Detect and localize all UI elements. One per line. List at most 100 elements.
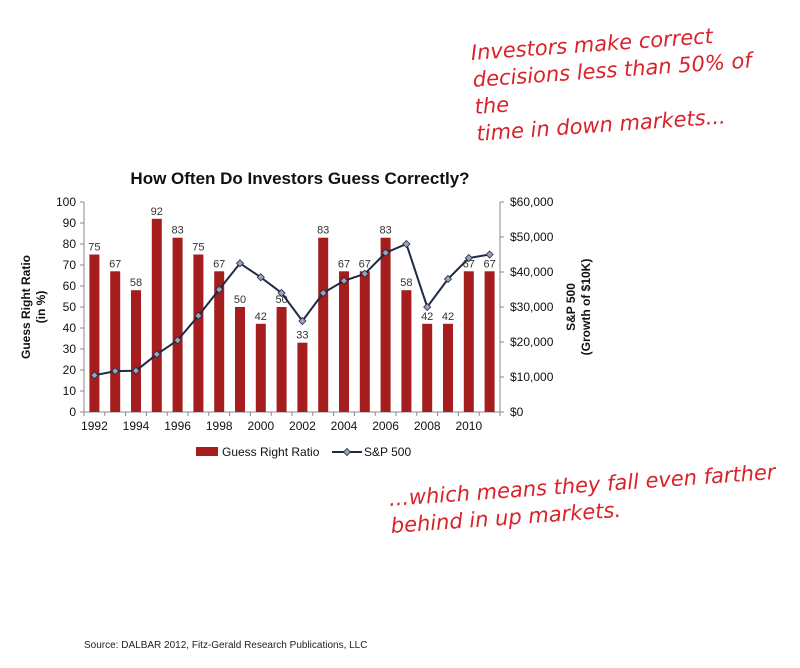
sp500-point	[339, 276, 349, 285]
y2-tick-label: $20,000	[510, 335, 554, 349]
chart: How Often Do Investors Guess Correctly? …	[19, 169, 593, 459]
bar-series	[89, 218, 495, 412]
sp500-point	[402, 239, 411, 249]
bar-value-label: 58	[130, 277, 142, 289]
y2-tick-label: $30,000	[510, 300, 554, 314]
bar-value-label: 58	[400, 277, 412, 289]
bar	[131, 290, 141, 412]
sp500-line	[94, 242, 490, 377]
bar-value-label: 33	[296, 330, 308, 342]
bar	[235, 307, 245, 412]
sp500-point	[131, 366, 141, 375]
bar	[359, 271, 370, 412]
y-axis-title-line: Guess Right Ratio	[19, 255, 33, 359]
y-tick-label: 100	[56, 195, 76, 209]
bar-value-label: 50	[234, 294, 246, 306]
bar	[484, 271, 495, 412]
y-axis-title: Guess Right Ratio (in %)	[19, 255, 48, 359]
bar-value-label: 67	[359, 258, 371, 270]
bar	[401, 290, 412, 412]
bar	[172, 237, 183, 412]
bar-value-label: 67	[338, 258, 350, 270]
sp500-point	[256, 273, 265, 282]
bar	[318, 237, 329, 412]
sp500-point	[194, 311, 203, 320]
legend: Guess Right Ratio S&P 500	[196, 445, 411, 459]
legend-swatch-bar	[196, 447, 218, 456]
bar-value-label: 83	[171, 225, 183, 237]
sp500-point	[319, 288, 328, 298]
bar	[276, 307, 287, 412]
bar-value-label: 83	[317, 225, 329, 237]
x-tick-label: 2004	[331, 419, 358, 433]
legend-label-line: S&P 500	[364, 445, 411, 459]
legend-swatch-marker	[342, 447, 352, 457]
sp500-point	[173, 336, 182, 345]
sp500-point	[464, 253, 473, 263]
bar	[193, 254, 204, 412]
bar	[151, 218, 162, 412]
sp500-point	[277, 288, 286, 298]
y2-tick-label: $50,000	[510, 230, 554, 244]
bar-value-label: 67	[213, 258, 225, 270]
y-tick-label: 90	[63, 216, 77, 230]
y2-axis-title-line: S&P 500	[564, 283, 578, 331]
bar-value-label: 75	[88, 242, 100, 254]
y2-tick-label: $10,000	[510, 370, 554, 384]
bar	[297, 342, 308, 412]
y-tick-label: 20	[63, 363, 77, 377]
bar	[380, 237, 391, 412]
legend-label-bar: Guess Right Ratio	[222, 445, 320, 459]
source-note: Source: DALBAR 2012, Fitz-Gerald Researc…	[84, 640, 368, 651]
chart-axes: 0 10 20 30 40 50 60 70 80 90 100 $0 $10,000 $20,000 $3…	[19, 195, 593, 433]
y-tick-label: 50	[63, 300, 77, 314]
annotation-top: Investors make correct decisions less th…	[470, 24, 753, 146]
y2-tick-label: $60,000	[510, 195, 554, 209]
bar-value-label: 92	[151, 206, 163, 218]
y2-axis-title-line: (Growth of $10K)	[579, 259, 593, 356]
x-tick-label: 2006	[372, 419, 399, 433]
y-tick-label: 10	[63, 384, 77, 398]
y-tick-label: 30	[63, 342, 77, 356]
chart-title: How Often Do Investors Guess Correctly?	[130, 169, 469, 188]
bar-value-label: 42	[255, 311, 267, 323]
y-tick-label: 70	[63, 258, 77, 272]
bar-value-label: 83	[379, 225, 391, 237]
x-tick-label: 1996	[164, 419, 191, 433]
y-tick-label: 40	[63, 321, 77, 335]
bar-value-label: 75	[192, 242, 204, 254]
x-tick-label: 1994	[123, 419, 150, 433]
sp500-point	[298, 316, 307, 326]
sp500-point	[152, 350, 161, 359]
x-tick-label: 2010	[455, 419, 482, 433]
y-tick-label: 80	[63, 237, 77, 251]
sp500-point	[360, 269, 369, 278]
y2-axis-title: S&P 500 (Growth of $10K)	[564, 259, 593, 356]
sp500-point	[423, 302, 432, 312]
x-tick-label: 2002	[289, 419, 316, 433]
x-tick-label: 2008	[414, 419, 441, 433]
bar	[214, 271, 225, 412]
y-tick-label: 0	[69, 405, 76, 419]
sp500-point	[443, 274, 453, 284]
sp500-point	[215, 285, 224, 294]
y2-tick-label: $40,000	[510, 265, 554, 279]
bar	[463, 271, 474, 412]
sp500-point	[90, 371, 99, 380]
bar-value-label: 42	[442, 311, 454, 323]
bar	[255, 323, 266, 412]
y-tick-label: 60	[63, 279, 77, 293]
sp500-point	[381, 248, 390, 257]
sp500-point	[235, 259, 245, 268]
sp500-point	[111, 366, 120, 376]
y2-tick-label: $0	[510, 405, 524, 419]
bar	[443, 323, 453, 412]
bar-value-label: 67	[109, 258, 121, 270]
bar-value-label: 42	[421, 311, 433, 323]
bar	[339, 271, 349, 412]
bar	[422, 323, 433, 412]
bar	[110, 271, 121, 412]
bar-value-label: 67	[483, 258, 495, 270]
line-series	[90, 239, 494, 380]
